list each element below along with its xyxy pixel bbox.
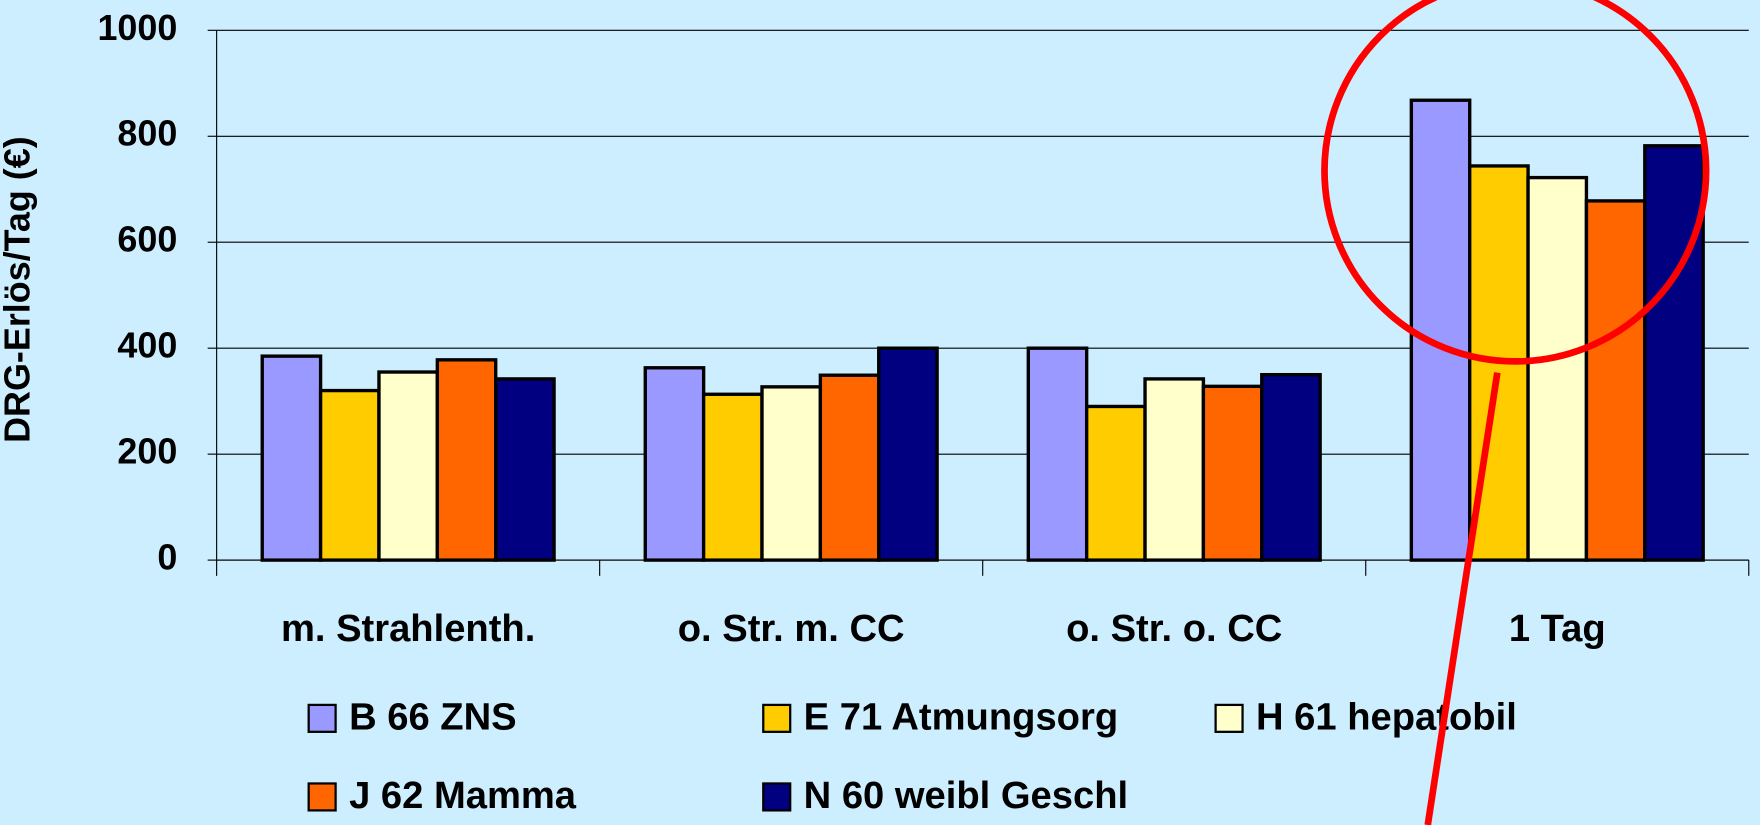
bar xyxy=(435,358,498,562)
legend-label: E 71 Atmungsorg xyxy=(804,696,1118,739)
legend-label: J 62 Mamma xyxy=(349,774,577,817)
legend-swatch xyxy=(762,703,792,733)
bar xyxy=(377,370,440,562)
bar xyxy=(1260,372,1322,562)
bar xyxy=(1584,199,1647,562)
legend-swatch xyxy=(307,703,337,733)
bar xyxy=(760,385,823,562)
highlight-circle xyxy=(1321,0,1710,365)
bar xyxy=(1526,175,1589,562)
y-tick-label: 800 xyxy=(117,113,177,154)
x-tick-label: m. Strahlenth. xyxy=(281,607,535,650)
bar xyxy=(1409,98,1472,562)
bar xyxy=(1643,144,1705,562)
legend-swatch xyxy=(762,782,792,812)
bar xyxy=(494,377,556,562)
bar xyxy=(1084,404,1147,562)
bar xyxy=(818,373,881,562)
legend-swatch xyxy=(307,782,337,812)
y-axis-label: DRG-Erlös/Tag (€) xyxy=(0,136,38,443)
bar xyxy=(1143,377,1206,562)
x-tick-label: o. Str. m. CC xyxy=(678,607,905,650)
bar xyxy=(701,392,764,562)
legend-label: B 66 ZNS xyxy=(349,696,517,739)
bar xyxy=(260,354,323,562)
y-tick-label: 200 xyxy=(117,431,177,472)
y-tick-label: 1000 xyxy=(97,7,177,48)
bar xyxy=(643,366,706,562)
bar xyxy=(318,388,381,562)
bar xyxy=(1201,384,1264,562)
highlight-pointer xyxy=(1424,372,1501,825)
x-tick-label: o. Str. o. CC xyxy=(1066,607,1282,650)
bar xyxy=(877,346,939,562)
bar xyxy=(1026,346,1089,562)
y-tick-label: 0 xyxy=(157,537,177,578)
y-tick-label: 600 xyxy=(117,219,177,260)
legend-label: H 61 hepatobil xyxy=(1256,696,1517,739)
legend-label: N 60 weibl Geschl xyxy=(804,774,1128,817)
y-tick-label: 400 xyxy=(117,325,177,366)
x-tick-label: 1 Tag xyxy=(1509,607,1606,650)
legend-swatch xyxy=(1214,703,1244,733)
